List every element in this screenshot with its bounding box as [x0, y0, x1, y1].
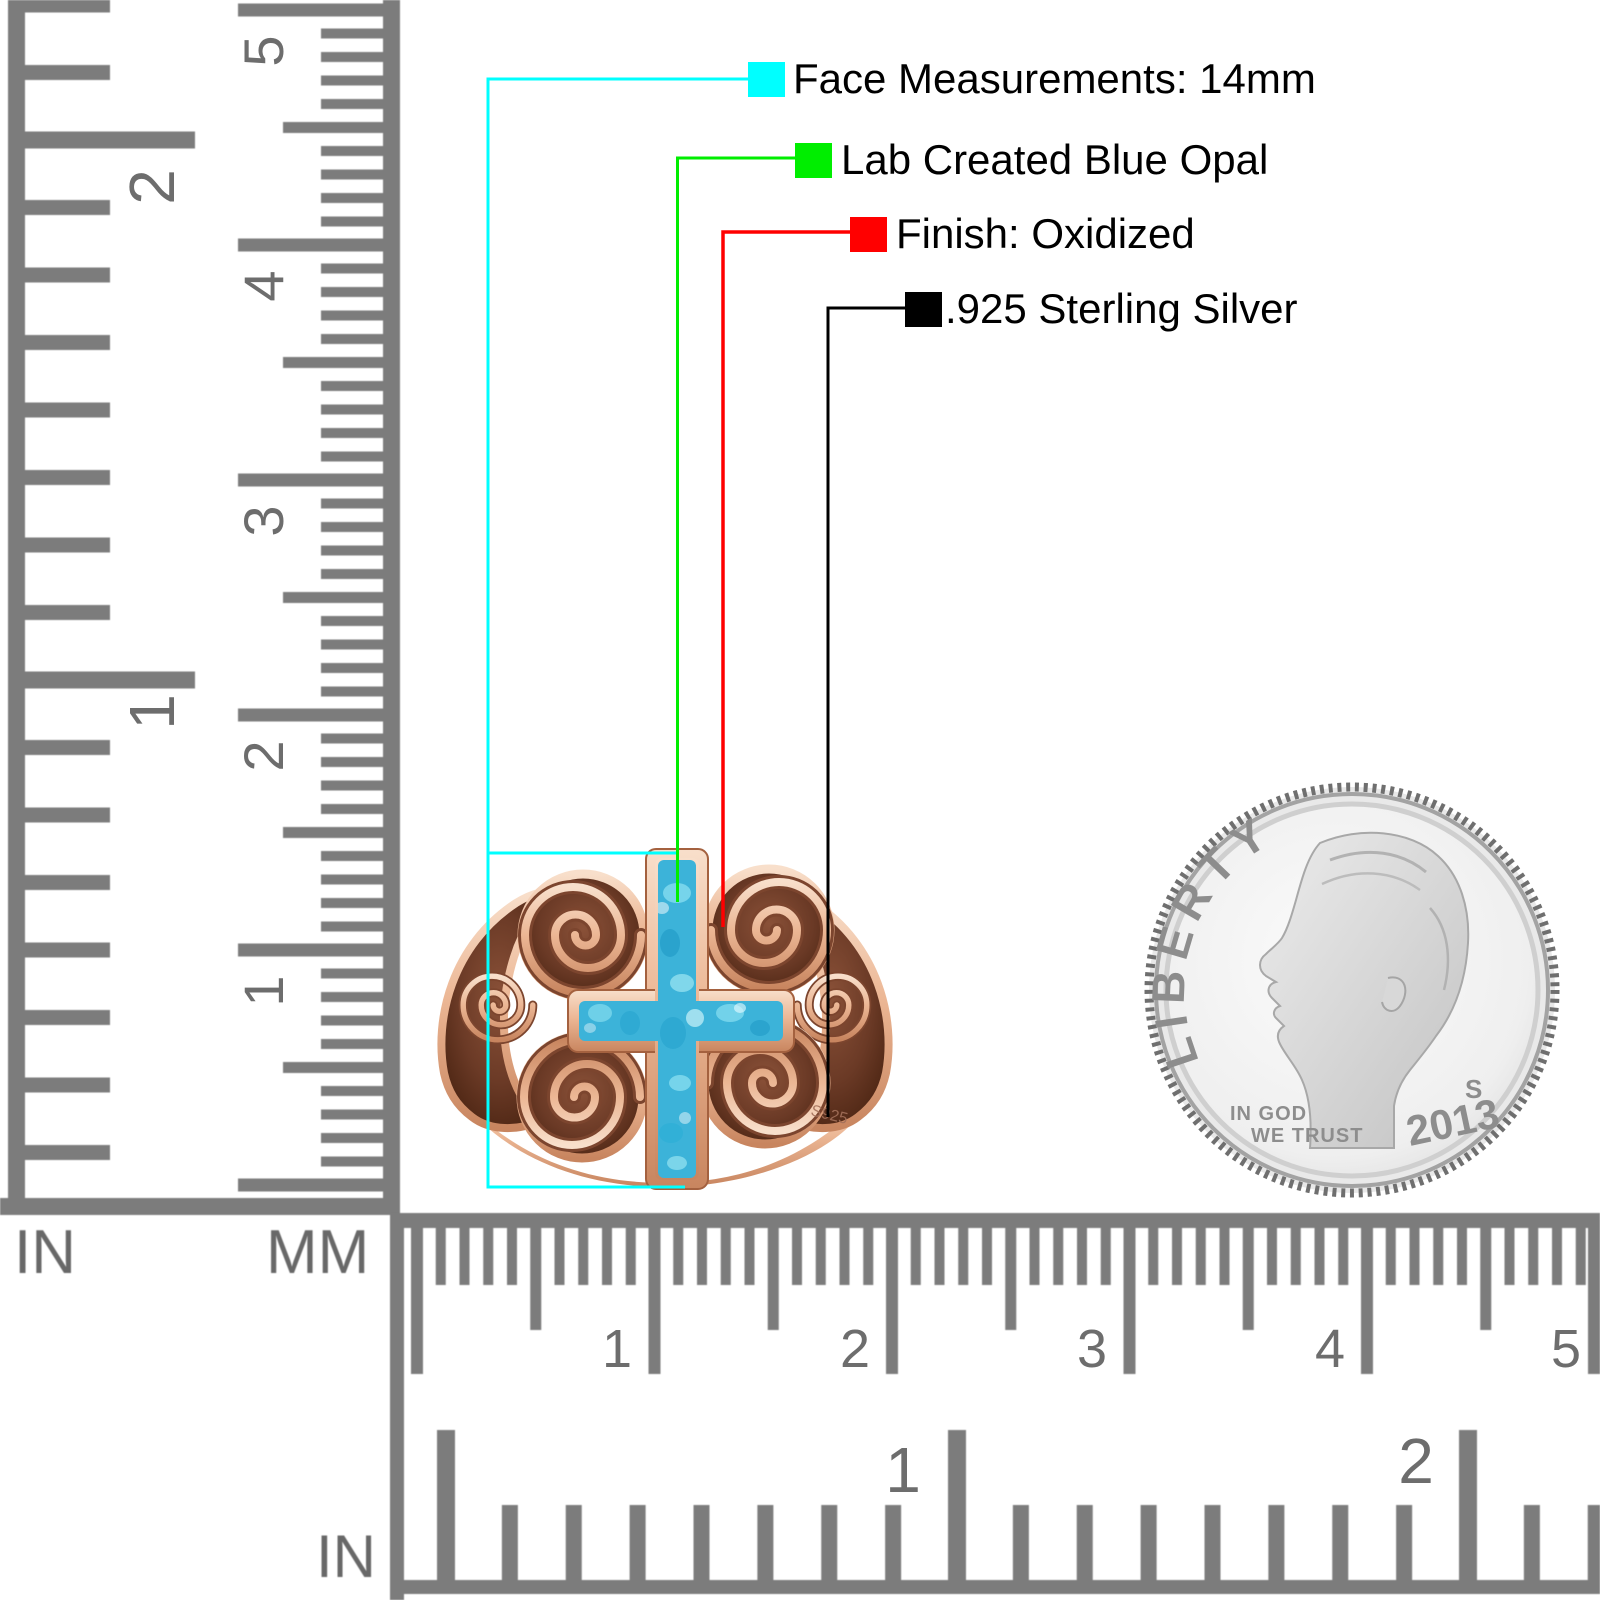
left-ruler-in-unit: IN	[14, 1218, 76, 1287]
bottom-in-label-2: 2	[1398, 1425, 1434, 1497]
bottom-ruler-mm-ticks	[435, 1228, 1586, 1285]
left-ruler-spines	[0, 0, 400, 1215]
left-ruler	[0, 0, 400, 1215]
left-ruler-cm-ticks	[238, 3, 383, 1192]
ring-left-arm	[437, 887, 567, 1133]
left-ruler-inch-minor-ticks	[25, 0, 110, 1160]
left-ruler-mm-unit: MM	[266, 1218, 370, 1287]
bottom-ruler-in-unit: IN	[316, 1523, 376, 1590]
left-ruler-halfcm-ticks	[283, 122, 383, 1073]
bottom-ruler-spines	[390, 1213, 1600, 1600]
ring-opal-inlay	[579, 860, 783, 1178]
bottom-ruler-halfcm-ticks	[530, 1228, 1492, 1330]
bottom-ruler-eighth-inch-ticks	[501, 1505, 1600, 1580]
bottom-mm-label-1: 1	[601, 1319, 633, 1379]
bottom-mm-label-5: 5	[1550, 1319, 1582, 1379]
bottom-ruler-cm-ticks	[411, 1228, 1600, 1374]
dime-mint-mark: S	[1465, 1074, 1482, 1104]
silver-label: .925 Sterling Silver	[945, 285, 1298, 332]
dime-motto-line2: WE TRUST	[1251, 1125, 1363, 1147]
dime-image: LIBERTY IN GOD WE TRUST 2013 S	[1142, 782, 1560, 1198]
dime-motto-line1: IN GOD	[1230, 1103, 1307, 1125]
silver-swatch	[905, 292, 942, 327]
left-ruler-inch-major-ticks	[25, 131, 195, 689]
finish-label: Finish: Oxidized	[896, 210, 1195, 257]
opal-line	[676, 156, 795, 902]
bottom-ruler-inch-ticks	[437, 1430, 1477, 1580]
roosevelt-portrait	[1259, 831, 1470, 1149]
ring-cross	[567, 848, 795, 1190]
face-measurement-swatch	[748, 62, 785, 97]
bottom-mm-label-4: 4	[1314, 1319, 1346, 1379]
finish-swatch	[850, 217, 887, 252]
bottom-mm-label-3: 3	[1076, 1319, 1108, 1379]
face-measurement-line	[486, 77, 748, 1189]
opal-label: Lab Created Blue Opal	[841, 136, 1269, 183]
opal-swatch	[795, 143, 832, 178]
bottom-ruler	[390, 1213, 1600, 1600]
silver-line	[826, 306, 905, 1117]
bottom-in-label-1: 1	[885, 1434, 921, 1506]
face-measurement-label: Face Measurements: 14mm	[793, 55, 1316, 102]
ring-right-arm	[763, 887, 893, 1133]
left-ruler-mm-ticks	[321, 28, 383, 1167]
finish-line	[721, 230, 850, 927]
bottom-mm-label-2: 2	[839, 1319, 871, 1379]
